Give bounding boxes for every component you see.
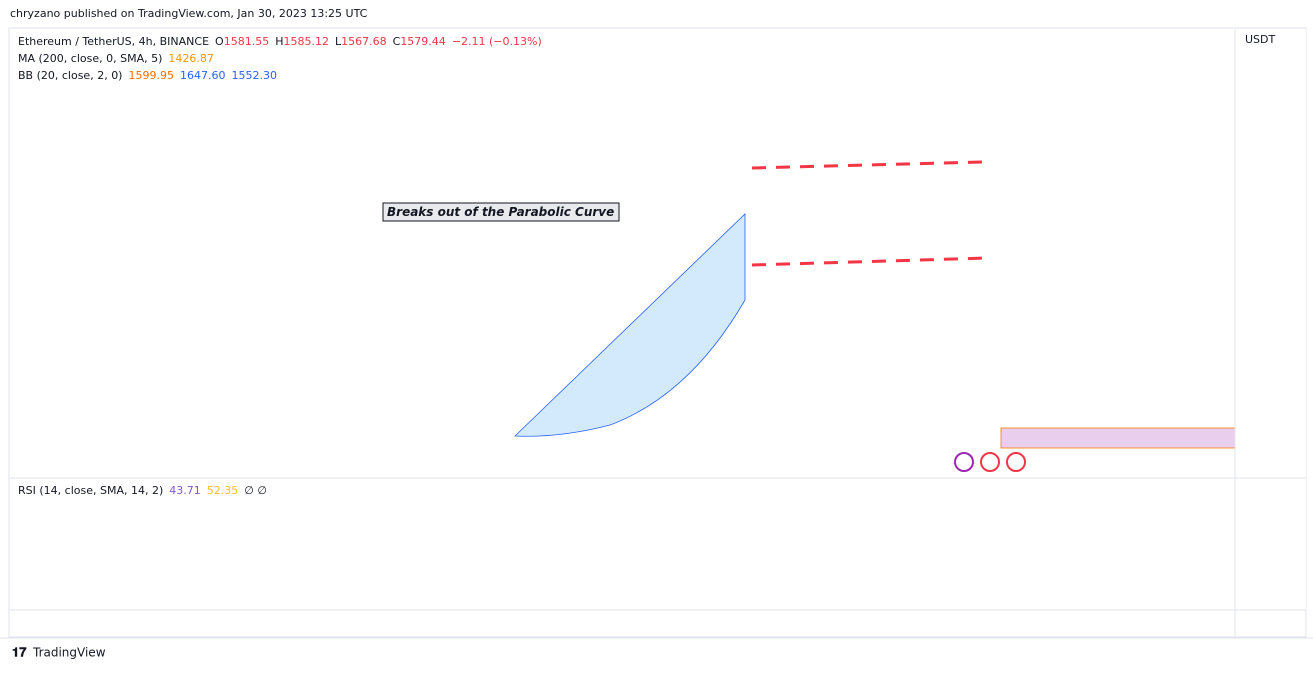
brand[interactable]: TradingView bbox=[32, 646, 106, 660]
channel-top bbox=[751, 160, 984, 170]
price-axis-bg bbox=[1235, 29, 1306, 610]
ohlc-value: 1585.12 bbox=[283, 35, 329, 48]
indicator-value: 52.35 bbox=[207, 484, 239, 497]
legend: Ethereum / TetherUS, 4h, BINANCE O1581.55… bbox=[18, 35, 542, 497]
ohlc-key: L bbox=[335, 35, 342, 48]
ohlc-key: O bbox=[215, 35, 224, 48]
indicator-value: 43.71 bbox=[169, 484, 201, 497]
legend-bb: BB (20, close, 2, 0) 1599.95 1647.60 1552.3… bbox=[18, 69, 277, 82]
ohlc-value: 1581.55 bbox=[224, 35, 270, 48]
ohlc-value: 1579.44 bbox=[400, 35, 446, 48]
ohlc-key: H bbox=[275, 35, 283, 48]
change: −2.11 (−0.13%) bbox=[452, 35, 542, 48]
indicator-value: 1647.60 bbox=[180, 69, 226, 82]
indicator-value: 1599.95 bbox=[128, 69, 174, 82]
indicator-extra: ∅ ∅ bbox=[244, 484, 267, 497]
logo-mark[interactable]: 𝟏𝟕 bbox=[12, 646, 27, 661]
indicator-name: MA (200, close, 0, SMA, 5) bbox=[18, 52, 162, 65]
legend-ma: MA (200, close, 0, SMA, 5) 1426.87 bbox=[18, 52, 214, 65]
currency: USDT bbox=[1245, 33, 1276, 46]
ohlc-key: C bbox=[393, 35, 401, 48]
event-icon[interactable] bbox=[980, 452, 1000, 472]
annotation: Breaks out of the Parabolic Curve bbox=[387, 205, 614, 219]
publisher: chryzano published on TradingView.com, J… bbox=[10, 7, 368, 20]
event-icon[interactable] bbox=[1006, 452, 1026, 472]
legend-rsi: RSI (14, close, SMA, 14, 2) 43.71 52.35 ∅ ∅ bbox=[18, 484, 267, 497]
symbol: Ethereum / TetherUS, 4h, BINANCE bbox=[18, 35, 209, 48]
parabola-drawing bbox=[514, 213, 746, 437]
indicator-name: RSI (14, close, SMA, 14, 2) bbox=[18, 484, 163, 497]
ohlc-value: 1567.68 bbox=[341, 35, 387, 48]
annotation-box bbox=[382, 202, 620, 222]
indicator-value: 1426.87 bbox=[168, 52, 214, 65]
legend-main: Ethereum / TetherUS, 4h, BINANCE O1581.55… bbox=[18, 35, 542, 48]
channel-bottom bbox=[751, 256, 989, 267]
event-icon[interactable] bbox=[954, 452, 974, 472]
indicator-value: 1552.30 bbox=[231, 69, 277, 82]
indicator-name: BB (20, close, 2, 0) bbox=[18, 69, 122, 82]
zone-box bbox=[1000, 427, 1236, 449]
